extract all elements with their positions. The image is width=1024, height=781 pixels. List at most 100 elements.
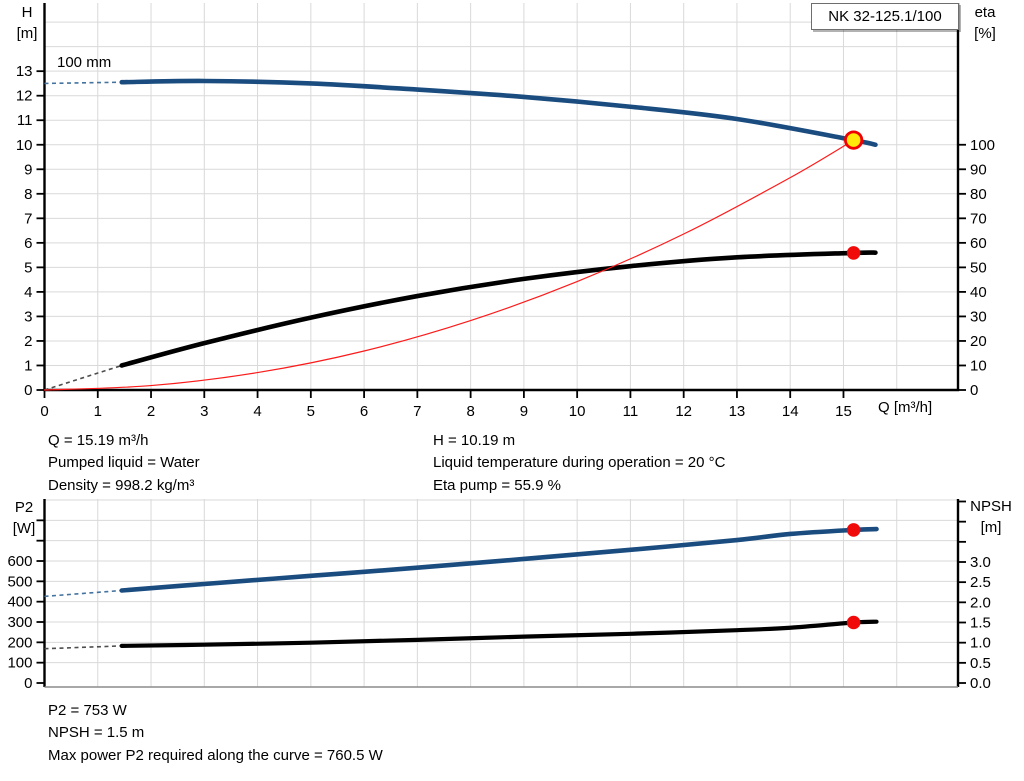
tick-label: 0.0 [970, 675, 991, 692]
h-axis-title-line1: H [21, 4, 33, 21]
h-axis-title-line2: [m] [16, 25, 38, 42]
npsh-axis-title-line2: [m] [980, 519, 1002, 536]
tick-label: 6 [360, 403, 368, 420]
tick-label: 600 [7, 553, 32, 570]
q-axis-title: Q [m³/h] [878, 399, 933, 416]
info-liquid-temp: Liquid temperature during operation = 20… [433, 454, 726, 472]
tick-label: 2 [147, 403, 155, 420]
info-pumped-liquid: Pumped liquid = Water [48, 454, 200, 472]
tick-label: 500 [7, 573, 32, 590]
npsh-curve-dashed-lead [44, 645, 122, 650]
gridlines [44, 3, 958, 390]
impeller-diameter-label: 100 mm [57, 54, 112, 71]
tick-label: 0 [24, 382, 32, 399]
tick-label: 200 [7, 634, 32, 651]
tick-label: 50 [970, 259, 987, 276]
tick-label: 11 [17, 112, 33, 129]
tick-label: 400 [7, 594, 32, 611]
tick-label: 10 [16, 137, 33, 154]
npsh-axis-title-line1: NPSH [970, 498, 1012, 515]
tick-label: 5 [307, 403, 315, 420]
tick-label: 100 [7, 655, 32, 672]
axes [36, 3, 966, 398]
tick-label: 20 [970, 333, 987, 350]
info-density: Density = 998.2 kg/m³ [48, 476, 195, 494]
efficiency-curve-dashed-lead [44, 364, 122, 391]
efficiency-curve [119, 250, 878, 368]
tick-label: 1 [24, 357, 32, 374]
bottom-chart: 0 100 200 300 400 500 600 0.0 0.5 1.0 1.5 2.0 2.5 3.0 [7, 499, 991, 692]
power-p2-curve-dashed-lead [44, 589, 122, 598]
operating-info-right: H = 10.19 m Liquid temperature during op… [433, 430, 725, 497]
tick-labels: 0 100 200 300 400 500 600 0.0 0.5 1.0 1.5 2.0 2.5 3.0 [7, 553, 990, 692]
operating-info-left: Q = 15.19 m³/h Pumped liquid = Water Den… [48, 430, 200, 497]
p2-axis-title-line1: P2 [14, 499, 34, 516]
axes [36, 499, 966, 688]
tick-label: 3 [24, 308, 32, 325]
info-h: H = 10.19 m [433, 432, 516, 449]
tick-label: 100 [970, 137, 995, 154]
system-curve [43, 139, 855, 391]
tick-label: 80 [970, 186, 987, 203]
tick-label: 0 [24, 675, 32, 692]
tick-label: 8 [24, 186, 32, 203]
eta-axis-title-line1: eta [974, 4, 996, 21]
tick-label: 10 [970, 357, 987, 374]
tick-label: 1.0 [970, 635, 991, 652]
pump-model-box: NK 32-125.1/100 [811, 3, 959, 30]
tick-label: 2 [24, 333, 32, 350]
duty-dot-marker [846, 615, 861, 630]
result-info: P2 = 753 W NPSH = 1.5 m Max power P2 req… [48, 700, 383, 767]
tick-label: 70 [970, 210, 987, 227]
tick-label: 0 [970, 382, 978, 399]
tick-label: 7 [24, 210, 32, 227]
tick-label: 300 [7, 614, 32, 631]
tick-label: 0 [40, 403, 48, 420]
tick-label: 0.5 [970, 655, 991, 672]
tick-label: 14 [782, 403, 799, 420]
tick-label: 30 [970, 308, 987, 325]
info-eta-pump: Eta pump = 55.9 % [433, 476, 561, 494]
tick-label: 3.0 [970, 554, 991, 571]
tick-label: 1.5 [970, 615, 991, 632]
p2-axis-title: P2 [W] [4, 497, 44, 539]
tick-label: 9 [520, 403, 528, 420]
top-chart: 0123456789101112130102030405060708090100… [16, 3, 995, 420]
gridlines [44, 499, 958, 687]
tick-label: 10 [569, 403, 586, 420]
tick-label: 12 [16, 88, 33, 105]
tick-label: 2.0 [970, 594, 991, 611]
npsh-curve [119, 619, 879, 648]
tick-label: 3 [200, 403, 208, 420]
tick-label: 12 [675, 403, 692, 420]
tick-label: 13 [729, 403, 746, 420]
tick-label: 60 [970, 235, 987, 252]
duty-dot-marker [846, 523, 861, 537]
info-npsh: NPSH = 1.5 m [48, 724, 145, 742]
tick-label: 90 [970, 161, 987, 178]
h-axis-title: H [m] [8, 2, 46, 44]
tick-label: 11 [623, 403, 639, 420]
tick-label: 15 [835, 403, 852, 420]
tick-label: 4 [253, 403, 261, 420]
npsh-axis-title: NPSH [m] [960, 496, 1022, 538]
p2-axis-title-line2: [W] [12, 520, 36, 537]
tick-labels: 0123456789101112130102030405060708090100… [16, 63, 995, 420]
eta-axis-title: eta [%] [962, 2, 1008, 44]
power-p2-curve [119, 526, 879, 593]
duty-point-marker [843, 130, 864, 150]
info-q: Q = 15.19 m³/h [48, 432, 149, 449]
tick-label: 13 [16, 63, 33, 80]
head-curve [119, 78, 878, 148]
info-max-power: Max power P2 required along the curve = … [48, 746, 383, 764]
tick-label: 5 [24, 259, 32, 276]
tick-label: 2.5 [970, 574, 991, 591]
eta-axis-title-line2: [%] [974, 25, 996, 42]
tick-label: 7 [413, 403, 421, 420]
tick-label: 4 [24, 284, 32, 301]
tick-label: 8 [466, 403, 474, 420]
tick-label: 40 [970, 284, 987, 301]
info-p2: P2 = 753 W [48, 702, 127, 719]
